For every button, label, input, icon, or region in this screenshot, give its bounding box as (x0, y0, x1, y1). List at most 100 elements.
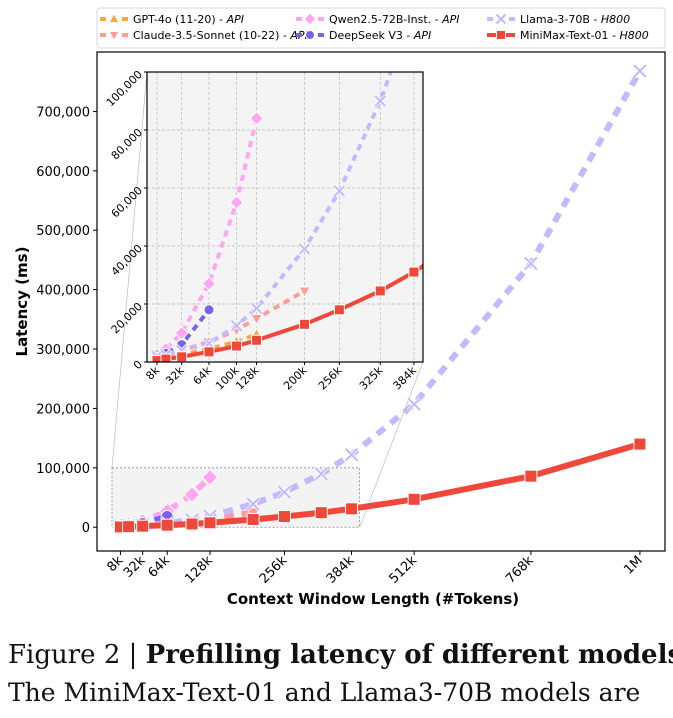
data-point (246, 513, 260, 527)
data-point (298, 242, 311, 256)
legend-item: DeepSeek V3 - API (296, 29, 431, 42)
legend-item: Llama-3-70B - H800 (487, 13, 630, 26)
data-point (203, 346, 215, 358)
data-point (160, 518, 174, 532)
data-point (314, 506, 328, 520)
legend-suffix: H800 (619, 29, 648, 42)
x-tick-label: 128k (182, 553, 216, 587)
y-tick-label: 700,000 (36, 105, 90, 120)
x-tick-label: 384k (324, 553, 358, 587)
data-point (333, 304, 345, 316)
data-point (407, 492, 421, 506)
y-tick-label: 100,000 (36, 462, 90, 477)
data-point (230, 319, 243, 332)
data-point (314, 466, 329, 482)
legend-item: MiniMax-Text-01 - H800 (487, 29, 649, 42)
figure-label: Figure 2 | (8, 640, 146, 670)
data-point (333, 184, 346, 198)
data-point (122, 520, 136, 534)
legend-label: GPT-4o (11-20) - API (133, 13, 244, 26)
legend-suffix: API (413, 29, 431, 42)
legend-marker (303, 12, 317, 26)
data-point (374, 94, 387, 108)
figure-title: Prefilling latency of different models. (145, 640, 673, 670)
data-point (203, 304, 215, 316)
data-point (524, 469, 538, 483)
marker-x (407, 397, 421, 411)
data-point (136, 519, 150, 533)
legend-marker (495, 13, 507, 25)
marker-x (277, 485, 292, 499)
data-point (299, 318, 311, 330)
legend-item: Qwen2.5-72B-Inst. - API (296, 12, 460, 26)
data-point (160, 353, 172, 362)
marker-x (633, 64, 647, 78)
legend-box (96, 7, 666, 49)
legend-marker (305, 30, 315, 40)
series-minimax-text-01 (113, 437, 647, 534)
marker-x (495, 13, 507, 25)
data-point (345, 502, 359, 516)
legend-marker (108, 12, 120, 24)
series-line (155, 117, 259, 357)
data-point (251, 334, 263, 346)
legend-label: DeepSeek V3 - API (329, 29, 431, 42)
data-point (231, 340, 243, 352)
legend: GPT-4o (11-20) - API Claude-3.5-Sonnet (1… (96, 7, 666, 49)
legend-name: Claude-3.5-Sonnet (10-22) (133, 29, 279, 42)
x-tick-label: 768k (503, 553, 537, 587)
marker-x (333, 185, 346, 197)
legend-name: GPT-4o (11-20) (133, 13, 216, 26)
legend-sep: - (609, 29, 620, 42)
legend-label: Claude-3.5-Sonnet (10-22) - API (133, 29, 308, 42)
legend-sep: - (279, 29, 290, 42)
y-axis-label: Latency (ms) (13, 247, 31, 357)
marker-x (246, 497, 260, 511)
legend-item: Claude-3.5-Sonnet (10-22) - API (100, 29, 308, 42)
legend-name: MiniMax-Text-01 (520, 29, 609, 42)
zoom-connector-line (111, 71, 148, 468)
data-point (201, 468, 219, 486)
inset-series (149, 72, 423, 362)
latency-chart: 0 100,000 200,000 300,000 400,000 500,000 600,… (13, 7, 666, 608)
x-tick-label: 512k (387, 553, 421, 587)
legend-sep: - (590, 13, 601, 26)
legend-item: GPT-4o (11-20) - API (100, 12, 244, 26)
marker-x (524, 256, 538, 271)
y-tick-label: 0 (82, 521, 90, 536)
series-line (156, 332, 258, 362)
legend-sep: - (216, 13, 227, 26)
legend-label: Llama-3-70B - H800 (520, 13, 630, 26)
zoom-connector-line (359, 361, 424, 528)
data-point (250, 314, 263, 326)
data-point (298, 286, 311, 298)
marker-x (374, 95, 387, 107)
legend-suffix: API (441, 13, 459, 26)
x-tick-label: 32k (121, 553, 149, 581)
data-point (344, 447, 359, 463)
legend-label: MiniMax-Text-01 - H800 (520, 29, 649, 42)
data-point (408, 266, 420, 278)
y-tick-label: 200,000 (36, 402, 90, 417)
y-tick-label: 400,000 (36, 284, 90, 299)
data-point (229, 195, 244, 210)
series-minimax-text-01 (151, 263, 423, 362)
y-tick-label: 300,000 (36, 343, 90, 358)
inset-frame (146, 71, 424, 363)
legend-suffix: API (226, 13, 244, 26)
x-tick-label: 64k (145, 553, 173, 581)
data-point (632, 63, 648, 79)
data-point (277, 484, 292, 500)
legend-sep: - (403, 29, 414, 42)
data-point (185, 517, 199, 531)
marker-x (314, 467, 328, 481)
data-point (249, 111, 264, 126)
x-axis-label: Context Window Length (#Tokens) (227, 590, 519, 608)
data-point (201, 276, 217, 291)
legend-name: Qwen2.5-72B-Inst. (329, 13, 431, 26)
legend-label: Qwen2.5-72B-Inst. - API (329, 13, 460, 26)
inset-background (147, 72, 423, 362)
data-point (176, 351, 188, 362)
data-point (633, 437, 647, 451)
data-point (245, 496, 261, 512)
